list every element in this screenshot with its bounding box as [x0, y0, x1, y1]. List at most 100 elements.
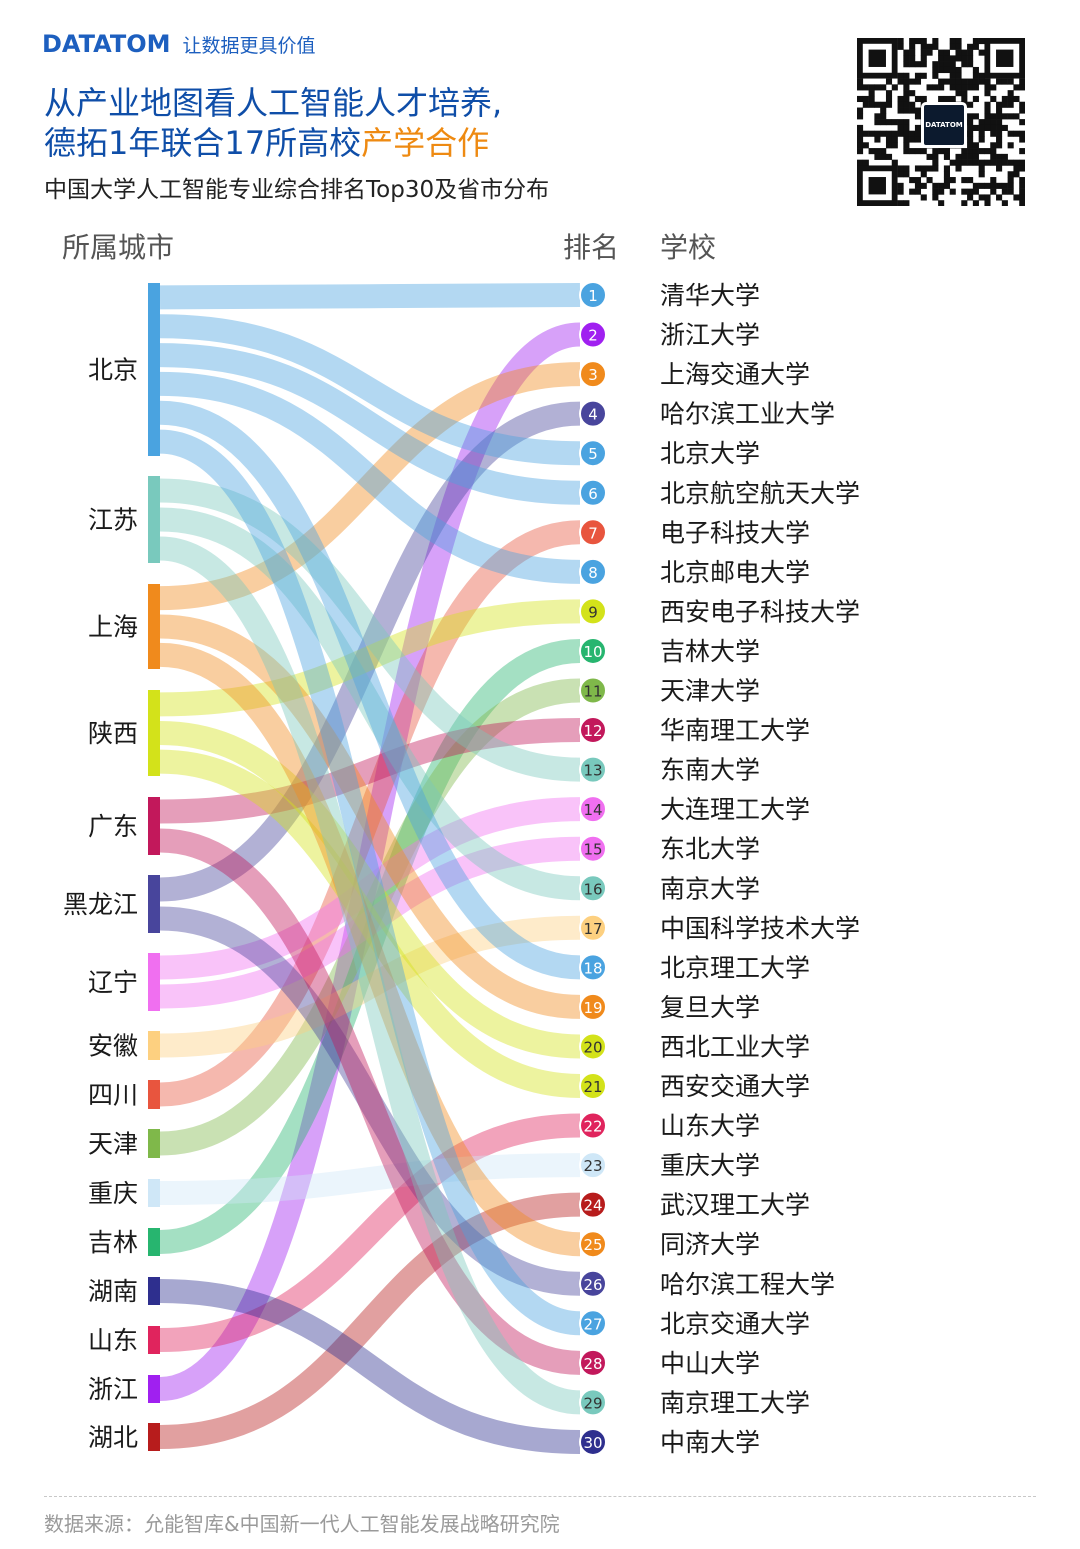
rank-badge [579, 795, 607, 824]
rank-badge [579, 1269, 607, 1298]
rank-badge [579, 1348, 607, 1377]
flow-link [159, 906, 581, 1296]
rank-badge [579, 478, 607, 507]
school-name: 西安电子科技大学 [660, 597, 860, 626]
city-label: 广东 [88, 812, 138, 841]
city-label: 上海 [88, 613, 138, 642]
rank-number: 3 [588, 366, 598, 384]
city-label: 浙江 [88, 1375, 138, 1404]
school-name: 南京大学 [660, 874, 760, 903]
rank-number: 13 [583, 762, 602, 780]
city-bar [148, 797, 160, 855]
school-name: 电子科技大学 [660, 518, 810, 547]
column-header-rank: 排名 [563, 231, 620, 264]
city-bar [148, 1277, 160, 1305]
flow-link [159, 749, 581, 1098]
flow-link [159, 642, 581, 1257]
rank-number: 19 [583, 999, 602, 1017]
flow-link [159, 400, 581, 980]
school-name: 南京理工大学 [660, 1388, 810, 1417]
rank-number: 25 [583, 1236, 602, 1254]
flow-link [159, 283, 581, 310]
flow-link [159, 322, 581, 1401]
flow-link [159, 836, 581, 1009]
city-bar [148, 953, 160, 1011]
flow-link [159, 718, 581, 824]
rank-badge [579, 716, 607, 745]
rank-number: 23 [583, 1157, 602, 1175]
flow-link [159, 915, 581, 1058]
school-name: 复旦大学 [660, 993, 760, 1022]
flow-link [159, 429, 581, 1336]
rank-number: 10 [583, 643, 602, 661]
flow-link [159, 343, 581, 505]
flow-layer [159, 283, 581, 1454]
rank-badge [579, 992, 607, 1021]
school-name: 北京交通大学 [660, 1309, 810, 1338]
rank-badge [579, 557, 607, 586]
city-bar [148, 875, 160, 933]
rank-badge [579, 281, 607, 309]
column-header-city: 所属城市 [62, 231, 175, 264]
rank-number: 14 [583, 801, 602, 819]
city-bar [148, 1129, 160, 1158]
city-label: 湖南 [88, 1277, 138, 1306]
rank-badge [579, 1032, 607, 1061]
school-name: 中南大学 [660, 1428, 760, 1457]
school-name: 浙江大学 [660, 321, 760, 350]
school-name: 中山大学 [660, 1349, 760, 1378]
flow-link [159, 401, 581, 902]
school-name: 西北工业大学 [660, 1032, 810, 1061]
city-bar [148, 1031, 160, 1060]
city-label: 黑龙江 [63, 890, 138, 919]
school-name: 北京理工大学 [660, 953, 810, 982]
rank-badge [579, 676, 607, 705]
logo-wordmark: DATATOM [42, 30, 171, 58]
city-label: 吉林 [88, 1228, 138, 1257]
page-subtitle: 中国大学人工智能专业综合排名Top30及省市分布 [44, 177, 550, 203]
rank-number: 27 [583, 1315, 602, 1333]
school-name: 北京大学 [660, 439, 760, 468]
data-source-note: 数据来源：允能智库&中国新一代人工智能发展战略研究院 [44, 1512, 560, 1536]
rank-badge [579, 597, 607, 626]
rank-badge [579, 1072, 607, 1100]
rank-number: 8 [588, 564, 598, 582]
school-name: 东北大学 [660, 835, 760, 864]
rank-badge [579, 1388, 607, 1417]
school-name: 山东大学 [660, 1112, 760, 1141]
school-name: 上海交通大学 [660, 360, 810, 389]
rank-number: 21 [583, 1078, 602, 1096]
rank-badge [579, 953, 607, 982]
flow-link [159, 721, 581, 1059]
rank-badge [579, 755, 607, 784]
city-bar [148, 1326, 160, 1354]
flow-link [159, 314, 581, 466]
school-name: 北京航空航天大学 [660, 479, 860, 508]
city-label: 北京 [88, 356, 138, 385]
city-bar [148, 1228, 160, 1256]
city-bar [148, 584, 160, 669]
flow-link [159, 599, 581, 717]
flow-link [159, 1279, 581, 1454]
rank-number: 18 [583, 959, 602, 977]
flow-link [159, 1153, 581, 1205]
school-name: 华南理工大学 [660, 716, 810, 745]
flow-link [159, 1192, 581, 1449]
flow-link [159, 371, 581, 584]
city-label: 辽宁 [88, 968, 138, 997]
rank-badge [579, 636, 607, 665]
rank-badge [579, 439, 607, 468]
school-name: 天津大学 [660, 677, 760, 706]
rank-number: 6 [588, 485, 598, 503]
rank-number: 2 [588, 327, 598, 345]
rank-badge [579, 320, 607, 349]
school-name: 武汉理工大学 [660, 1191, 810, 1220]
city-bar [148, 1080, 160, 1109]
logo-tagline: 让数据更具价值 [182, 34, 316, 57]
school-name: 哈尔滨工业大学 [660, 400, 835, 429]
rank-number: 24 [583, 1197, 602, 1215]
flow-link [159, 678, 581, 1156]
rank-number: 5 [588, 445, 598, 463]
page-title-main: 德拓1年联合17所高校 [44, 124, 362, 162]
school-name: 中国科学技术大学 [660, 914, 860, 943]
